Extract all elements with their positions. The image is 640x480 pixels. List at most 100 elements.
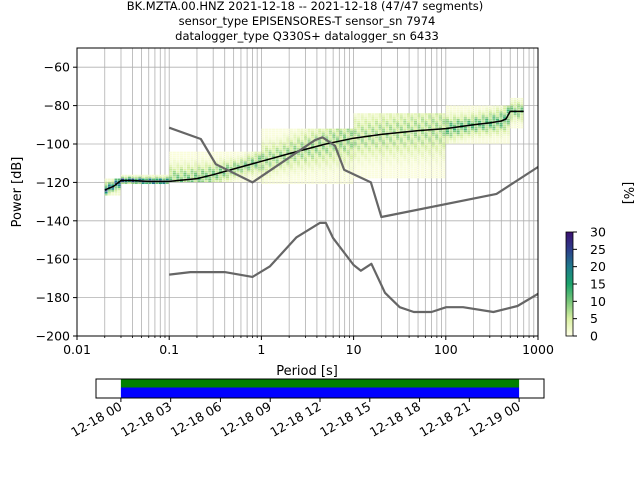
- density-cell: [463, 117, 467, 119]
- density-cell: [250, 161, 254, 163]
- density-cell: [134, 176, 138, 179]
- density-cell: [275, 153, 279, 156]
- density-cell: [339, 142, 343, 144]
- density-cell: [254, 172, 258, 175]
- density-cell: [503, 136, 507, 138]
- density-cell: [325, 182, 329, 185]
- density-cell: [474, 111, 478, 113]
- density-cell: [396, 174, 400, 177]
- density-cell: [516, 103, 520, 106]
- density-cell: [296, 138, 301, 140]
- density-cell: [396, 151, 400, 154]
- density-cell: [307, 161, 311, 163]
- density-cell: [261, 161, 265, 163]
- density-cell: [474, 138, 478, 140]
- density-cell: [378, 167, 382, 169]
- density-cell: [374, 170, 379, 173]
- density-cell: [424, 126, 428, 129]
- density-cell: [463, 107, 467, 110]
- density-cell: [410, 120, 414, 123]
- density-cell: [438, 159, 442, 161]
- density-cell: [169, 161, 173, 163]
- colorbar-tick-label: 5: [590, 311, 598, 326]
- density-cell: [442, 172, 446, 175]
- density-cell: [183, 153, 187, 156]
- density-cell: [396, 147, 400, 150]
- density-cell: [360, 117, 364, 119]
- density-cell: [417, 145, 421, 148]
- density-cell: [286, 134, 290, 137]
- density-cell: [474, 130, 478, 133]
- density-cell: [485, 111, 489, 113]
- density-cell: [286, 138, 290, 140]
- density-cell: [413, 153, 418, 156]
- density-cell: [442, 134, 446, 137]
- density-cell: [350, 161, 354, 163]
- density-cell: [183, 167, 187, 169]
- density-cell: [257, 165, 261, 167]
- density-cell: [289, 136, 293, 138]
- density-cell: [342, 132, 347, 135]
- density-cell: [403, 161, 407, 163]
- density-cell: [385, 174, 389, 177]
- density-cell: [247, 176, 251, 179]
- density-cell: [300, 145, 304, 148]
- density-cell: [360, 155, 364, 158]
- density-cell: [410, 151, 414, 154]
- density-cell: [374, 138, 379, 140]
- density-cell: [279, 153, 283, 156]
- density-cell: [261, 178, 265, 181]
- density-cell: [353, 140, 357, 142]
- density-cell: [350, 157, 354, 160]
- density-cell: [240, 178, 244, 181]
- density-cell: [279, 151, 283, 154]
- density-cell: [403, 147, 407, 150]
- density-cell: [342, 140, 347, 142]
- density-cell: [417, 142, 421, 144]
- density-cell: [179, 170, 183, 173]
- density-cell: [339, 136, 343, 138]
- density-cell: [406, 124, 410, 127]
- density-cell: [243, 174, 247, 177]
- density-cell: [272, 159, 276, 161]
- density-cell: [420, 151, 425, 154]
- density-cell: [360, 170, 364, 173]
- density-cell: [272, 132, 276, 135]
- density-cell: [179, 153, 183, 156]
- density-cell: [296, 155, 301, 158]
- density-cell: [431, 130, 435, 133]
- density-cell: [120, 176, 125, 179]
- density-cell: [275, 170, 279, 173]
- density-cell: [399, 122, 403, 125]
- density-cell: [378, 157, 382, 160]
- density-cell: [410, 153, 414, 156]
- density-cell: [243, 161, 247, 163]
- density-cell: [385, 140, 389, 142]
- density-cell: [456, 122, 460, 125]
- density-cell: [300, 130, 304, 133]
- density-cell: [410, 122, 414, 125]
- density-cell: [406, 134, 410, 137]
- density-cell: [342, 170, 347, 173]
- density-cell: [399, 165, 403, 167]
- density-cell: [332, 130, 336, 133]
- density-cell: [399, 155, 403, 158]
- density-cell: [389, 113, 393, 115]
- density-cell: [378, 140, 382, 142]
- density-cell: [413, 124, 418, 127]
- density-cell: [204, 155, 208, 158]
- density-cell: [339, 170, 343, 173]
- density-cell: [516, 109, 520, 112]
- density-cell: [264, 182, 269, 185]
- density-cell: [378, 130, 382, 133]
- density-cell: [332, 151, 336, 154]
- availability-tick-label: 12-18 09: [218, 399, 274, 440]
- density-cell: [442, 163, 446, 165]
- density-cell: [314, 178, 318, 181]
- density-cell: [247, 159, 251, 161]
- density-cell: [360, 168, 364, 171]
- density-cell: [314, 163, 318, 165]
- mean-line: [104, 110, 524, 191]
- density-cell: [335, 159, 340, 161]
- density-cell: [183, 172, 187, 175]
